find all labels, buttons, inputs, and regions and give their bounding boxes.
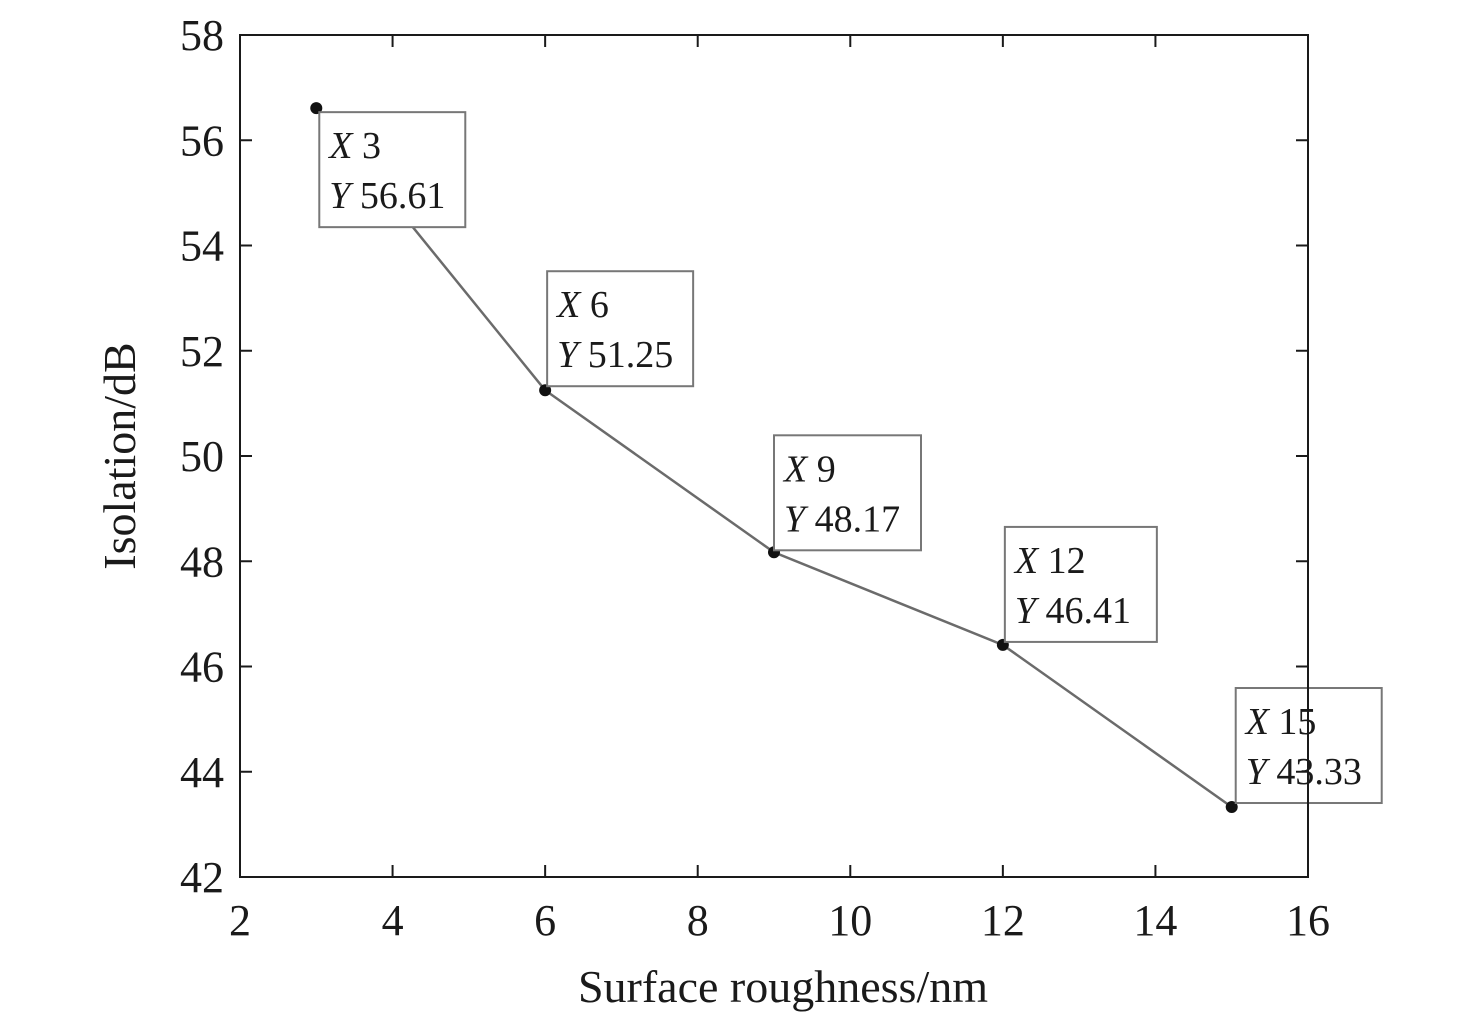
data-tip-x-key: X (555, 284, 582, 326)
y-tick-label: 52 (180, 327, 224, 376)
data-tip-x-key: X (327, 125, 354, 167)
data-tip-x-key: X (1244, 701, 1271, 743)
data-tip-y-value: 56.61 (350, 175, 445, 217)
y-tick-label: 44 (180, 748, 224, 797)
data-tip-x-line: X 12 (1013, 540, 1086, 582)
data-tip-x-key: X (1013, 540, 1040, 582)
y-tick-label: 42 (180, 853, 224, 902)
data-tip: X 3 Y 56.61 (318, 111, 467, 229)
y-tick-label: 54 (180, 222, 224, 271)
y-tick-label: 56 (180, 116, 224, 165)
data-tip-y-line: Y 43.33 (1246, 751, 1362, 793)
y-tick-label: 58 (180, 11, 224, 60)
data-tip-y-key: Y (557, 334, 582, 376)
data-tip-y-value: 48.17 (805, 498, 900, 540)
data-tip-y-line: Y 46.41 (1015, 590, 1131, 632)
data-tip-y-line: Y 51.25 (557, 334, 673, 376)
data-tip-y-line: Y 56.61 (329, 175, 445, 217)
x-tick-label: 14 (1133, 896, 1177, 945)
data-tip-x-value: 3 (353, 125, 382, 167)
x-tick-label: 12 (981, 896, 1025, 945)
data-tip: X 6 Y 51.25 (546, 270, 695, 388)
y-tick-label: 48 (180, 537, 224, 586)
data-tip-x-key: X (782, 448, 809, 490)
data-tip: X 12 Y 46.41 (1003, 525, 1158, 643)
data-tip-y-value: 51.25 (578, 334, 673, 376)
data-tip-x-value: 15 (1269, 701, 1317, 743)
data-tip-y-key: Y (329, 175, 354, 217)
data-tip-box (1003, 525, 1158, 643)
y-tick-label: 50 (180, 432, 224, 481)
x-axis-label: Surface roughness/nm (578, 961, 988, 1012)
y-axis-label: Isolation/dB (94, 342, 145, 569)
x-tick-label: 4 (382, 896, 404, 945)
data-tip-x-line: X 3 (327, 125, 381, 167)
data-tip-y-value: 46.41 (1036, 590, 1131, 632)
data-tip-y-key: Y (1015, 590, 1040, 632)
data-tip-y-key: Y (784, 498, 809, 540)
data-tip-x-line: X 15 (1244, 701, 1317, 743)
data-tip-x-value: 6 (580, 284, 609, 326)
annotation-layer: X 3 Y 56.61 X 6 Y 51.25 X 9 Y 48.17 X 12 Y 46.4… (318, 111, 1383, 805)
x-tick-label: 16 (1286, 896, 1330, 945)
x-tick-label: 6 (534, 896, 556, 945)
data-tip: X 9 Y 48.17 (773, 434, 922, 552)
data-tip-x-value: 9 (807, 448, 836, 490)
data-tip-y-key: Y (1246, 751, 1271, 793)
data-tip-box (773, 434, 922, 552)
data-tip-y-value: 43.33 (1267, 751, 1362, 793)
x-tick-label: 8 (687, 896, 709, 945)
data-tip-x-value: 12 (1038, 540, 1086, 582)
data-tip-x-line: X 6 (555, 284, 609, 326)
x-tick-label: 2 (229, 896, 251, 945)
data-tip-x-line: X 9 (782, 448, 836, 490)
data-tip-box (546, 270, 695, 388)
data-tip-y-line: Y 48.17 (784, 498, 900, 540)
y-tick-label: 46 (180, 643, 224, 692)
data-tip-box (318, 111, 467, 229)
x-tick-label: 10 (828, 896, 872, 945)
